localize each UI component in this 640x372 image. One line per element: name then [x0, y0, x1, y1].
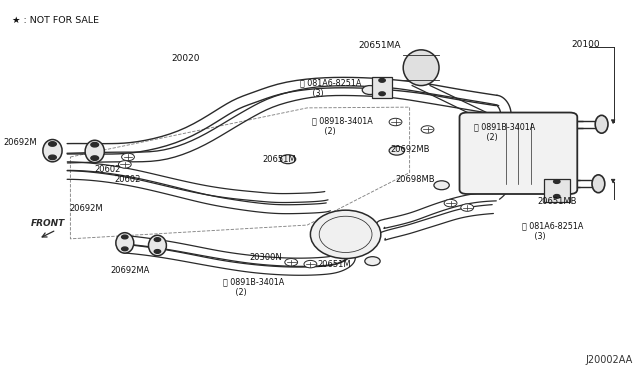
- FancyBboxPatch shape: [544, 179, 570, 202]
- Text: 20300N: 20300N: [250, 253, 282, 262]
- Text: Ⓝ 08918-3401A
     (2): Ⓝ 08918-3401A (2): [312, 117, 373, 136]
- Circle shape: [365, 257, 380, 266]
- Circle shape: [280, 155, 296, 164]
- Circle shape: [444, 199, 457, 207]
- Ellipse shape: [592, 175, 605, 193]
- Ellipse shape: [43, 140, 62, 162]
- Text: 20651M: 20651M: [262, 155, 296, 164]
- Text: FRONT: FRONT: [31, 219, 65, 228]
- Circle shape: [554, 180, 560, 183]
- Circle shape: [304, 260, 317, 268]
- Text: Ⓑ 081A6-8251A
     (3): Ⓑ 081A6-8251A (3): [300, 79, 361, 98]
- Text: Ⓝ 0891B-3401A
     (2): Ⓝ 0891B-3401A (2): [474, 123, 535, 142]
- Circle shape: [554, 195, 560, 198]
- Ellipse shape: [148, 235, 166, 256]
- Circle shape: [154, 250, 161, 253]
- Circle shape: [122, 235, 128, 239]
- Circle shape: [49, 142, 56, 146]
- Ellipse shape: [85, 140, 104, 163]
- FancyBboxPatch shape: [460, 112, 577, 194]
- Text: 20651M: 20651M: [317, 260, 351, 269]
- Circle shape: [434, 181, 449, 190]
- Text: 20692MB: 20692MB: [390, 145, 430, 154]
- Circle shape: [122, 247, 128, 251]
- Ellipse shape: [595, 115, 608, 133]
- Text: 20698MB: 20698MB: [396, 175, 435, 184]
- Ellipse shape: [403, 50, 439, 86]
- Circle shape: [118, 161, 131, 168]
- Ellipse shape: [319, 216, 372, 253]
- Ellipse shape: [310, 210, 381, 259]
- Text: Ⓝ 0891B-3401A
     (2): Ⓝ 0891B-3401A (2): [223, 278, 284, 297]
- Circle shape: [91, 156, 99, 160]
- Text: 20602: 20602: [95, 165, 121, 174]
- FancyBboxPatch shape: [372, 77, 392, 98]
- Circle shape: [389, 118, 402, 126]
- Text: ★ : NOT FOR SALE: ★ : NOT FOR SALE: [12, 16, 99, 25]
- Circle shape: [379, 92, 385, 96]
- Text: Ⓑ 081A6-8251A
     (3): Ⓑ 081A6-8251A (3): [522, 222, 583, 241]
- Circle shape: [362, 86, 378, 94]
- Text: 20651MB: 20651MB: [538, 197, 577, 206]
- Text: 20692M: 20692M: [69, 204, 103, 213]
- Text: 20602: 20602: [114, 175, 140, 184]
- Text: 20651MA: 20651MA: [358, 41, 401, 50]
- Circle shape: [91, 142, 99, 147]
- Ellipse shape: [116, 233, 134, 253]
- Text: 20020: 20020: [171, 54, 200, 63]
- Text: 20692M: 20692M: [3, 138, 37, 147]
- Circle shape: [49, 155, 56, 160]
- Circle shape: [421, 126, 434, 133]
- Circle shape: [379, 78, 385, 82]
- Circle shape: [389, 146, 404, 155]
- Circle shape: [285, 259, 298, 266]
- Circle shape: [154, 238, 161, 241]
- Text: 20100: 20100: [572, 40, 600, 49]
- Text: 20692MA: 20692MA: [110, 266, 150, 275]
- Circle shape: [461, 204, 474, 211]
- Text: J20002AA: J20002AA: [585, 355, 632, 365]
- Circle shape: [122, 153, 134, 161]
